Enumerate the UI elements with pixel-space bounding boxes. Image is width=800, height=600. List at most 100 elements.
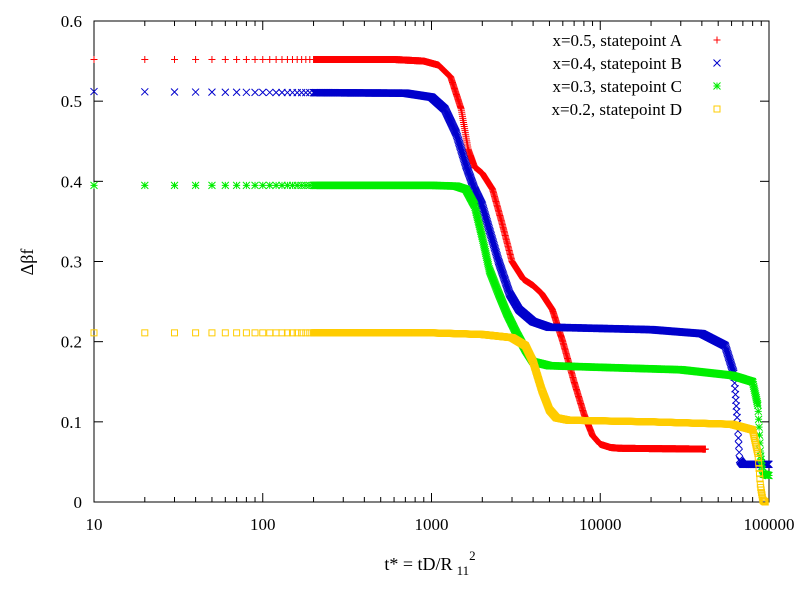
data-point [492,249,500,257]
data-point [482,216,491,225]
y-tick-label: 0.5 [61,92,82,111]
data-point [242,55,250,63]
y-tick-label: 0.2 [61,333,82,352]
data-point [735,448,744,457]
data-point [251,88,259,97]
data-point [487,232,496,240]
data-point [258,181,267,190]
x-tick-label: 10000 [579,515,622,534]
data-point [242,88,251,97]
data-point [480,209,489,217]
data-point [141,329,149,337]
data-point [491,244,499,253]
legend: x=0.5, statepoint Ax=0.4, statepoint Bx=… [552,31,721,119]
data-point [232,181,241,190]
y-axis-title: Δβf [17,249,37,276]
data-point [753,401,762,410]
data-point [481,210,489,219]
data-point [734,434,743,442]
data-point [242,329,250,337]
data-point [713,105,721,113]
data-point [221,88,230,97]
data-point [266,55,274,63]
data-point [484,223,493,232]
ticks-layer: 00.10.20.30.40.50.610 100 1000 10000 100000 [61,12,795,534]
data-point [493,251,501,260]
data-point [489,240,498,249]
legend-label: x=0.3, statepoint C [552,77,682,96]
data-point [259,55,267,63]
data-point [490,243,499,252]
data-point [242,181,251,190]
data-point [492,250,501,259]
data-point [221,329,229,337]
y-tick-label: 0.4 [61,172,83,191]
data-point [221,55,229,63]
series-layer [90,55,773,506]
data-point [484,222,493,230]
legend-label: x=0.2, statepoint D [552,100,682,119]
data-point [171,55,179,63]
data-point [302,329,310,337]
data-point [489,239,498,247]
data-point [171,329,179,337]
data-point [486,229,495,237]
data-point [140,87,149,96]
x-axis-title: t* = tD/R 112 [384,548,475,578]
data-point [208,181,216,190]
data-point [487,233,496,242]
data-point [233,55,241,63]
data-point [488,234,496,243]
data-point [258,88,267,97]
data-point [141,55,149,63]
x-tick-label: 100000 [744,515,795,534]
data-point [221,181,230,190]
data-point [733,413,741,422]
data-point [713,82,721,90]
x-axis-title-sup: 2 [469,548,476,563]
data-point [298,329,306,337]
data-point [265,181,274,190]
data-point [191,181,200,190]
data-point [266,329,274,337]
data-point [272,329,280,337]
data-point [208,88,216,97]
data-point [488,236,497,245]
data-point [713,36,721,44]
data-point [754,415,763,424]
x-tick-label: 100 [250,515,276,534]
data-point [485,226,494,235]
data-point [493,253,502,262]
data-point [191,88,200,96]
data-point [486,230,495,239]
data-point [479,205,488,213]
data-point [208,55,216,63]
y-tick-label: 0.1 [61,413,82,432]
data-point [479,206,488,215]
data-point [301,88,310,97]
data-point [278,88,286,97]
data-point [232,88,241,97]
x-tick-label: 1000 [415,515,449,534]
data-point [251,181,259,190]
data-point [478,202,487,210]
data-point [480,207,488,216]
data-point [192,329,200,337]
data-point [481,212,490,220]
data-point [491,246,500,254]
data-point [490,241,498,250]
data-point [491,247,500,256]
data-point [488,237,497,246]
data-point [170,88,179,96]
data-point [90,181,98,190]
x-axis-title-main: t* = tD/R [384,554,452,574]
data-point [754,407,763,416]
data-point [272,55,280,63]
data-point [140,181,149,190]
data-point [208,329,216,337]
data-point [251,329,259,337]
x-tick-label: 10 [86,515,103,534]
data-point [479,203,487,212]
data-point [90,87,98,96]
